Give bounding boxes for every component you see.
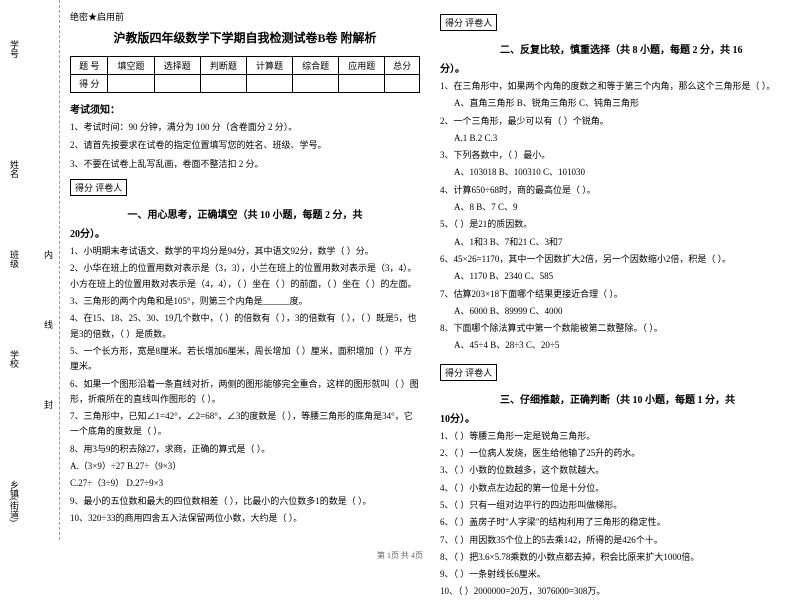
question: 5、一个长方形，宽是8厘米。若长增加6厘米，周长增加（ ）厘米，面积增加（ ）平… [70,344,420,375]
page-footer: 第 1页 共 4页 [0,550,800,561]
question-opt: C.27÷（3÷9） D.27÷9×3 [70,476,420,491]
question: 10、320÷33的商用四舍五入法保留两位小数，大约是（ ）。 [70,511,420,526]
binding-label-town: 乡镇(街道) [8,480,21,522]
options: A、6000 B、89999 C、4000 [454,304,790,319]
left-column: 绝密★启用前 沪教版四年级数学下学期自我检测试卷B卷 附解析 题 号 填空题 选… [70,10,420,602]
right-column: 得分 评卷人 二、反复比较，慎重选择（共 8 小题，每题 2 分，共 16 分）… [440,10,790,602]
notice-item: 3、不要在试卷上乱写乱画，卷面不整洁扣 2 分。 [70,157,420,171]
question: 9、最小的五位数和最大的四位数相差（ ），比最小的六位数多1的数是（ ）。 [70,494,420,509]
question: 1、在三角形中，如果两个内角的度数之和等于第三个内角，那么这个三角形是（ ）。 [440,79,790,94]
question: 2、一个三角形，最少可以有（ ）个锐角。 [440,114,790,129]
part2-head2: 分）。 [440,60,790,75]
question: 7、估算203×18下面哪个结果更接近合理（ ）。 [440,287,790,302]
marker-box: 得分 评卷人 [440,14,497,31]
question: 7、（ ）用因数35个位上的5去乘142，所得的是426个十。 [440,533,790,548]
score-header: 判断题 [200,57,246,75]
exam-title: 沪教版四年级数学下学期自我检测试卷B卷 附解析 [70,29,420,46]
notice-item: 2、请首先按要求在试卷的指定位置填写您的姓名、班级、学号。 [70,138,420,152]
question: 8、用3与9的积去除27，求商，正确的算式是（ ）。 [70,442,420,457]
options: A、1170 B、2340 C、585 [454,269,790,284]
question: 4、计算650÷68时，商的最高位是（ ）。 [440,183,790,198]
question: 8、下面哪个除法算式中第一个数能被第二数整除。（ ）。 [440,321,790,336]
binding-label-school: 学校 [8,350,21,368]
score-row-label: 得 分 [71,75,108,93]
score-header: 填空题 [108,57,154,75]
score-table: 题 号 填空题 选择题 判断题 计算题 综合题 应用题 总分 得 分 [70,56,420,93]
question: 5、（ ）是21的质因数。 [440,217,790,232]
options: A、103018 B、100310 C、101030 [454,165,790,180]
question: 10、（ ）2000000=20万，3076000=308万。 [440,584,790,599]
page-content: 绝密★启用前 沪教版四年级数学下学期自我检测试卷B卷 附解析 题 号 填空题 选… [70,10,790,602]
score-header: 选择题 [154,57,200,75]
marker-box: 得分 评卷人 [70,179,127,196]
table-row: 得 分 [71,75,420,93]
options: A、直角三角形 B、锐角三角形 C、钝角三角形 [454,96,790,111]
marker-box: 得分 评卷人 [440,364,497,381]
part2-head: 二、反复比较，慎重选择（共 8 小题，每题 2 分，共 16 [440,41,790,56]
question: 3、（ ）小数的位数越多，这个数就越大。 [440,463,790,478]
question: 7、三角形中，已知∠1=42°，∠2=68°，∠3的度数是（ ），等腰三角形的底… [70,409,420,440]
notice-head: 考试须知： [70,101,420,116]
question-opt: A.（3×9）÷27 B.27÷（9×3） [70,459,420,474]
options: A、1和3 B、7和21 C、3和7 [454,235,790,250]
question: 2、小华在班上的位置用数对表示是（3，3），小兰在班上的位置用数对表示是（3，4… [70,261,420,292]
question: 2、（ ）一位病人发烧，医生给他输了25升的药水。 [440,446,790,461]
binding-mark-line: 线 [42,320,55,329]
binding-label-id: 学号 [8,40,21,58]
question: 1、小明期末考试语文、数学的平均分是94分，其中语文92分，数学（ ）分。 [70,244,420,259]
score-header: 应用题 [339,57,385,75]
score-header: 综合题 [293,57,339,75]
question: 3、三角形的两个内角和是105°，则第三个内角是______度。 [70,294,420,309]
binding-label-name: 姓名 [8,160,21,178]
notice-item: 1、考试时间：90 分钟，满分为 100 分（含卷面分 2 分）。 [70,120,420,134]
question: 3、下列各数中，（ ）最小。 [440,148,790,163]
question: 1、（ ）等腰三角形一定是锐角三角形。 [440,429,790,444]
question: 6、45×26=1170，其中一个因数扩大2倍，另一个因数缩小2倍，积是（ ）。 [440,252,790,267]
question: 6、（ ）盖房子时"人字梁"的结构利用了三角形的稳定性。 [440,515,790,530]
score-header: 题 号 [71,57,108,75]
binding-column: 学号 姓名 班级 学校 乡镇(街道) 内 线 封 [0,0,60,540]
question: 9、（ ）一条射线长6厘米。 [440,567,790,582]
part3-head: 三、仔细推敲，正确判断（共 10 小题，每题 1 分，共 [440,391,790,406]
question: 5、（ ）只有一组对边平行的四边形叫做梯形。 [440,498,790,513]
score-header: 计算题 [246,57,292,75]
binding-mark-seal: 封 [42,400,55,409]
binding-mark-inner: 内 [42,250,55,259]
part1-head2: 20分）。 [70,225,420,240]
part3-head2: 10分）。 [440,410,790,425]
question: 4、在15、18、25、30、19几个数中，（ ）的倍数有（ ），3的倍数有（ … [70,311,420,342]
table-row: 题 号 填空题 选择题 判断题 计算题 综合题 应用题 总分 [71,57,420,75]
question: 4、（ ）小数点左边起的第一位是十分位。 [440,481,790,496]
question: 6、如果一个图形沿着一条直线对折，两侧的图形能够完全重合，这样的图形就叫（ ）图… [70,377,420,408]
options: A.1 B.2 C.3 [454,131,790,146]
score-header: 总分 [385,57,420,75]
part1-head: 一、用心思考，正确填空（共 10 小题，每题 2 分，共 [70,206,420,221]
options: A、45÷4 B、28÷3 C、20÷5 [454,338,790,353]
secret-mark: 绝密★启用前 [70,10,420,23]
options: A、8 B、7 C、9 [454,200,790,215]
binding-label-class: 班级 [8,250,21,268]
